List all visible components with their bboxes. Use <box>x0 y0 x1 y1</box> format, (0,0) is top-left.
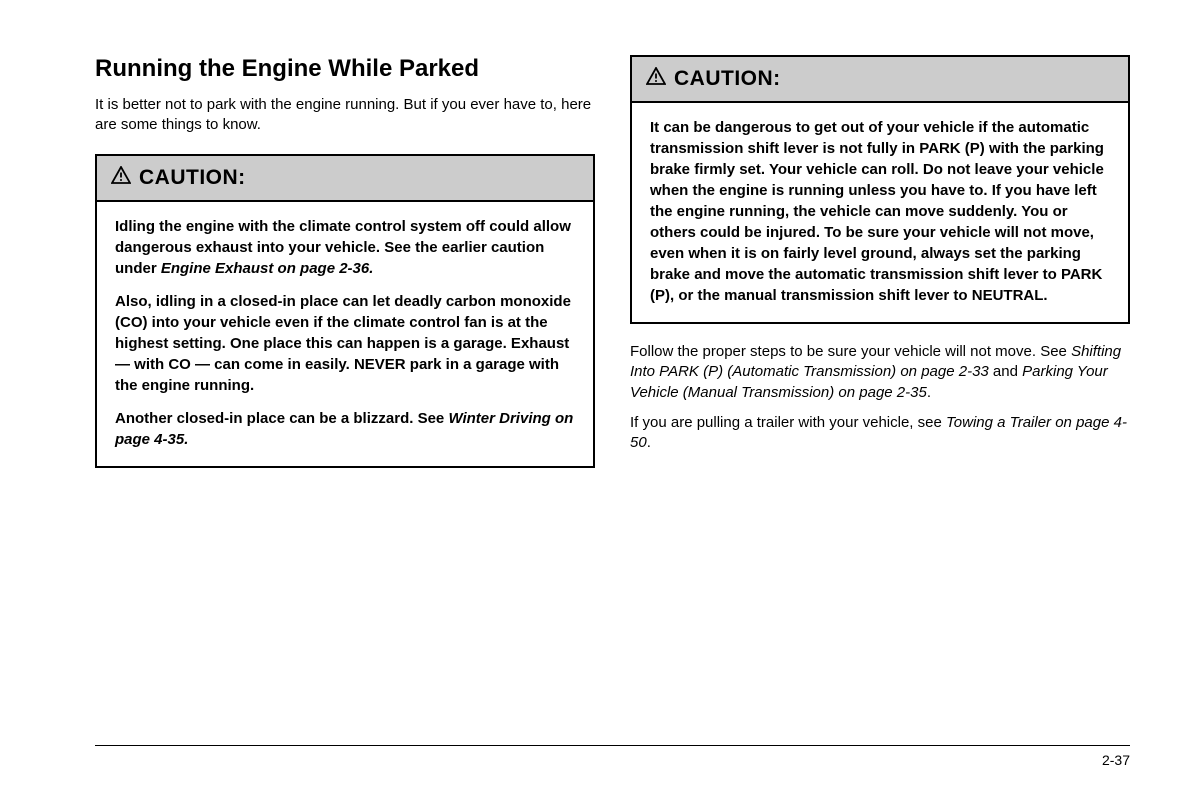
warning-triangle-icon <box>111 166 131 190</box>
page-number: 2-37 <box>1102 752 1130 768</box>
caution2-p1: It can be dangerous to get out of your v… <box>650 117 1110 306</box>
caution-header-2: CAUTION: <box>632 57 1128 103</box>
left-column: Running the Engine While Parked It is be… <box>95 55 595 486</box>
caution-box-2: CAUTION: It can be dangerous to get out … <box>630 55 1130 324</box>
caution-box-1: CAUTION: Idling the engine with the clim… <box>95 154 595 468</box>
caution-body-1: Idling the engine with the climate contr… <box>97 202 593 466</box>
caution1-p2: Also, idling in a closed-in place can le… <box>115 291 575 396</box>
caution-title-2: CAUTION: <box>674 67 781 91</box>
page-footer: 2-37 <box>95 745 1130 770</box>
right-column: CAUTION: It can be dangerous to get out … <box>630 55 1130 486</box>
section-heading: Running the Engine While Parked <box>95 55 595 83</box>
caution-body-2: It can be dangerous to get out of your v… <box>632 103 1128 322</box>
follow-paragraph-2: If you are pulling a trailer with your v… <box>630 413 1130 454</box>
intro-paragraph: It is better not to park with the engine… <box>95 95 595 136</box>
follow-paragraph-1: Follow the proper steps to be sure your … <box>630 342 1130 403</box>
caution-title-1: CAUTION: <box>139 166 246 190</box>
caution1-p1: Idling the engine with the climate contr… <box>115 216 575 279</box>
caution1-p3: Another closed-in place can be a blizzar… <box>115 408 575 450</box>
caution-header-1: CAUTION: <box>97 156 593 202</box>
warning-triangle-icon <box>646 67 666 91</box>
